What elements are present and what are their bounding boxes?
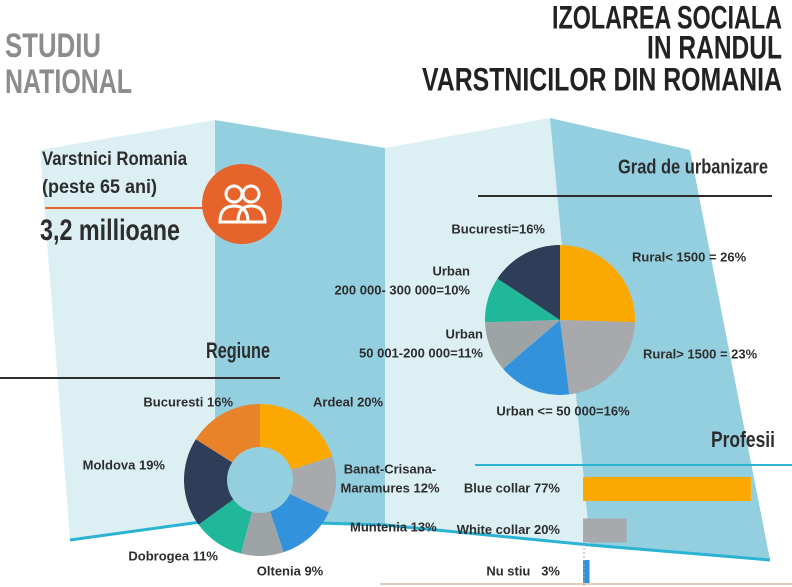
slice-label: Moldova 19% bbox=[83, 457, 166, 472]
header-left: STUDIU bbox=[5, 27, 101, 65]
section-title: Profesii bbox=[711, 427, 775, 452]
bar bbox=[583, 477, 751, 501]
header-title: VARSTNICILOR DIN ROMANIA bbox=[422, 61, 782, 97]
slice-label: Rural> 1500 = 23% bbox=[643, 346, 758, 361]
slice-label: Rural< 1500 = 26% bbox=[632, 249, 747, 264]
slice bbox=[560, 320, 635, 395]
section-title: Regiune bbox=[206, 338, 270, 363]
slice bbox=[260, 404, 333, 470]
slice bbox=[497, 245, 560, 320]
header-title: IZOLAREA SOCIALA bbox=[552, 0, 782, 35]
slice-label: Banat-Crisana- bbox=[344, 461, 436, 476]
slice-label: Muntenia 13% bbox=[350, 519, 437, 534]
slice bbox=[560, 245, 635, 323]
slice bbox=[485, 278, 560, 323]
slice-label: Urban <= 50 000=16% bbox=[496, 403, 630, 418]
slice bbox=[198, 499, 252, 554]
section-title: Grad de urbanizare bbox=[618, 156, 768, 178]
slice-label: 50 001-200 000=11% bbox=[359, 345, 483, 360]
slice bbox=[195, 404, 260, 463]
slice-label: Urban bbox=[432, 263, 470, 278]
slice-label: Oltenia 9% bbox=[257, 563, 324, 578]
slice bbox=[270, 494, 329, 553]
stat-value: 3,2 millioane bbox=[40, 214, 180, 247]
header-left: NATIONAL bbox=[5, 63, 132, 101]
people-icon bbox=[202, 164, 282, 244]
slice-label: Maramures 12% bbox=[341, 480, 440, 495]
bar bbox=[583, 518, 627, 543]
bar-label: Blue collar 77% bbox=[464, 480, 561, 495]
slice-label: Dobrogea 11% bbox=[128, 548, 218, 563]
slice bbox=[183, 439, 234, 525]
slice bbox=[289, 456, 336, 513]
header-title: IN RANDUL bbox=[647, 29, 782, 65]
bar bbox=[583, 560, 590, 584]
stat-label: Varstnici Romania bbox=[42, 149, 187, 170]
slice-label: Bucuresti 16% bbox=[143, 394, 233, 409]
bar-label: White collar 20% bbox=[457, 522, 561, 537]
slice bbox=[241, 511, 284, 556]
bar-label: Nu stiu 3% bbox=[486, 563, 560, 578]
stat-label: (peste 65 ani) bbox=[42, 177, 157, 198]
slice-label: Bucuresti=16% bbox=[451, 221, 545, 236]
slice-label: Ardeal 20% bbox=[313, 394, 384, 409]
slice bbox=[485, 320, 560, 369]
slice bbox=[503, 320, 570, 396]
slice-label: Urban bbox=[445, 326, 483, 341]
slice-label: 200 000- 300 000=10% bbox=[334, 282, 470, 297]
